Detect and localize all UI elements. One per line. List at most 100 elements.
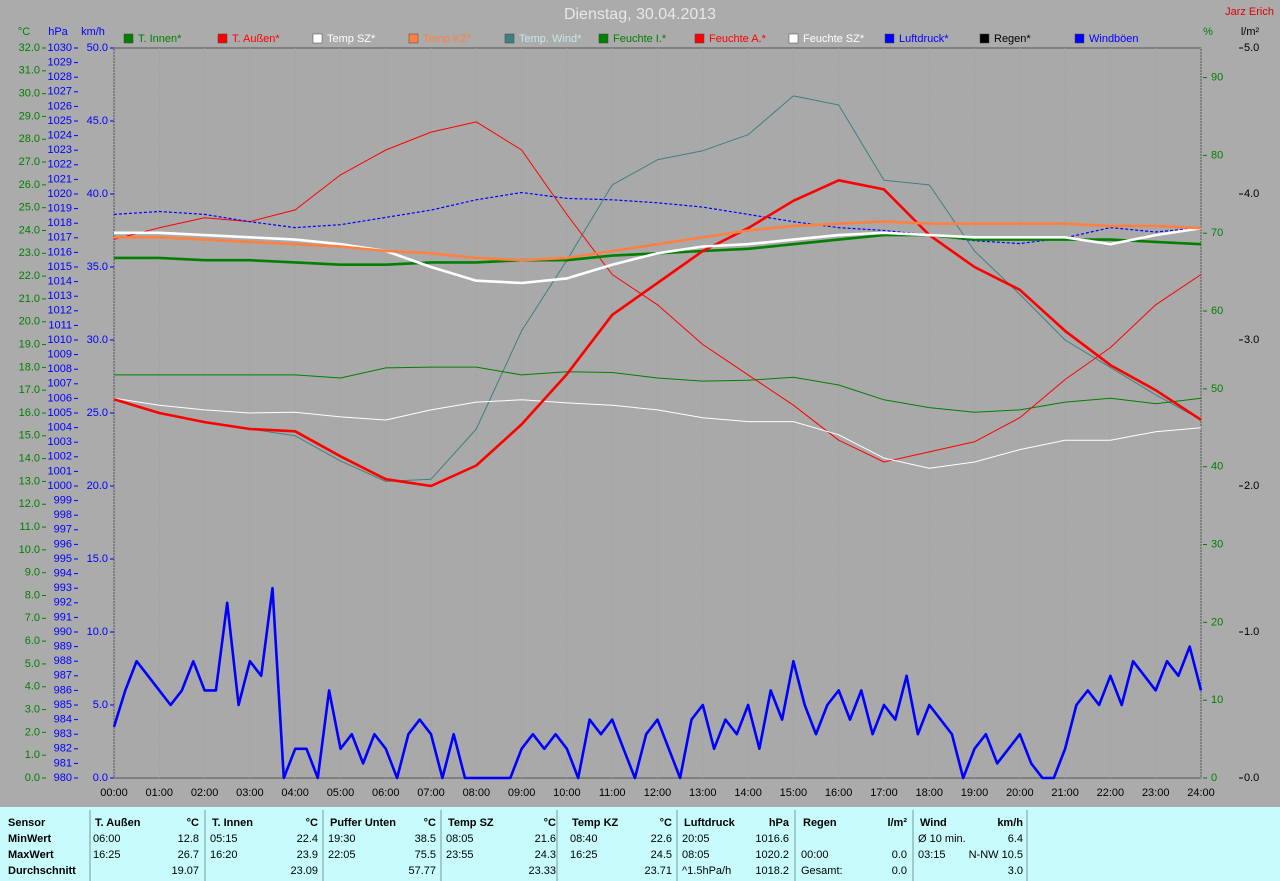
y-tick-label: 40 — [1211, 461, 1223, 473]
y-tick-label: 987 — [54, 670, 72, 682]
cell-value: 26.7 — [178, 849, 199, 861]
cell-label: 16:25 — [570, 849, 598, 861]
chart-title: Dienstag, 30.04.2013 — [564, 6, 716, 23]
x-tick-label: 15:00 — [780, 787, 808, 799]
y-tick-label: 1004 — [48, 422, 72, 434]
y-tick-label: 989 — [54, 641, 72, 653]
y-tick-label: 1001 — [48, 465, 72, 477]
cell-label: 08:40 — [570, 833, 598, 845]
stats-table — [0, 807, 1280, 881]
y-tick-label: 994 — [54, 568, 72, 580]
y-tick-label: 35.0 — [87, 261, 108, 273]
author: Jarz Erich — [1225, 6, 1274, 18]
y-tick-label: 1005 — [48, 407, 72, 419]
block-title: T. Innen — [212, 817, 253, 829]
cell-value: 1018.2 — [755, 865, 789, 877]
series-line — [113, 179, 1202, 488]
cell-value: 57.77 — [408, 865, 436, 877]
row-label: Sensor — [8, 817, 46, 829]
y-tick-label: 1023 — [48, 144, 72, 156]
cell-label: 08:05 — [682, 849, 710, 861]
x-tick-label: 23:00 — [1142, 787, 1170, 799]
block-unit: °C — [306, 817, 318, 829]
axis-title: °C — [18, 26, 30, 38]
y-tick-label: 17.0 — [19, 384, 40, 396]
cell-value: 19.07 — [171, 865, 199, 877]
y-tick-label: 1016 — [48, 246, 72, 258]
cell-value: 1020.2 — [755, 849, 789, 861]
y-tick-label: 10 — [1211, 694, 1223, 706]
x-tick-label: 19:00 — [961, 787, 989, 799]
y-tick-label: 11.0 — [19, 521, 40, 533]
y-tick-label: 29.0 — [19, 110, 40, 122]
legend-swatch — [217, 33, 228, 44]
y-tick-label: 45.0 — [87, 115, 108, 127]
axis-title: % — [1203, 26, 1213, 38]
cell-label: 23:55 — [446, 849, 474, 861]
y-tick-label: 1.0 — [1244, 626, 1259, 638]
y-tick-label: 998 — [54, 509, 72, 521]
y-tick-label: 4.0 — [25, 681, 40, 693]
legend-label: T. Innen* — [138, 33, 182, 45]
x-tick-label: 22:00 — [1097, 787, 1125, 799]
cell-label: 00:00 — [801, 849, 829, 861]
series-line — [114, 226, 1202, 285]
y-tick-label: 25.0 — [87, 407, 108, 419]
y-tick-label: 999 — [54, 495, 72, 507]
y-tick-label: 996 — [54, 538, 72, 550]
block-unit: °C — [544, 817, 556, 829]
y-tick-label: 23.0 — [19, 247, 40, 259]
y-tick-label: 990 — [54, 626, 72, 638]
cell-value: 75.5 — [415, 849, 436, 861]
legend-swatch — [884, 33, 895, 44]
y-tick-label: 90 — [1211, 71, 1223, 83]
cell-label: 16:25 — [93, 849, 121, 861]
y-tick-label: 1006 — [48, 392, 72, 404]
y-tick-label: 1025 — [48, 115, 72, 127]
cell-value: 22.4 — [297, 833, 318, 845]
y-tick-label: 1015 — [48, 261, 72, 273]
y-tick-label: 983 — [54, 728, 72, 740]
y-tick-label: 992 — [54, 597, 72, 609]
y-tick-label: 997 — [54, 524, 72, 536]
legend-label: Feuchte I.* — [613, 33, 667, 45]
y-tick-label: 1029 — [48, 57, 72, 69]
cell-label: 06:00 — [93, 833, 121, 845]
block-unit: °C — [187, 817, 199, 829]
cell-value: 1016.6 — [755, 833, 789, 845]
y-tick-label: 1003 — [48, 436, 72, 448]
y-tick-label: 1026 — [48, 100, 72, 112]
cell-value: 23.33 — [528, 865, 556, 877]
y-tick-label: 1022 — [48, 159, 72, 171]
block-title: Temp KZ — [572, 817, 619, 829]
cell-value: 23.71 — [644, 865, 672, 877]
y-tick-label: 1000 — [48, 480, 72, 492]
y-tick-label: 60 — [1211, 305, 1223, 317]
y-tick-label: 2.0 — [25, 726, 40, 738]
y-tick-label: 20 — [1211, 616, 1223, 628]
block-unit: °C — [424, 817, 436, 829]
y-tick-label: 4.0 — [1244, 188, 1259, 200]
legend-label: Regen* — [994, 33, 1031, 45]
y-tick-label: 8.0 — [25, 589, 40, 601]
x-tick-label: 06:00 — [372, 787, 400, 799]
y-tick-label: 27.0 — [19, 156, 40, 168]
cell-value: 0.0 — [892, 865, 907, 877]
y-tick-label: 984 — [54, 714, 72, 726]
x-tick-label: 13:00 — [689, 787, 717, 799]
x-tick-label: 09:00 — [508, 787, 536, 799]
y-tick-label: 995 — [54, 553, 72, 565]
y-tick-label: 0 — [1211, 772, 1217, 784]
y-tick-label: 13.0 — [19, 475, 40, 487]
cell-value: 12.8 — [178, 833, 199, 845]
block-title: Wind — [920, 817, 947, 829]
y-tick-label: 1027 — [48, 86, 72, 98]
block-unit: °C — [660, 817, 672, 829]
y-tick-label: 20.0 — [87, 480, 108, 492]
y-tick-label: 9.0 — [25, 567, 40, 579]
cell-label: 16:20 — [210, 849, 238, 861]
y-tick-label: 30.0 — [87, 334, 108, 346]
y-tick-label: 15.0 — [19, 430, 40, 442]
cell-label: 22:05 — [328, 849, 356, 861]
